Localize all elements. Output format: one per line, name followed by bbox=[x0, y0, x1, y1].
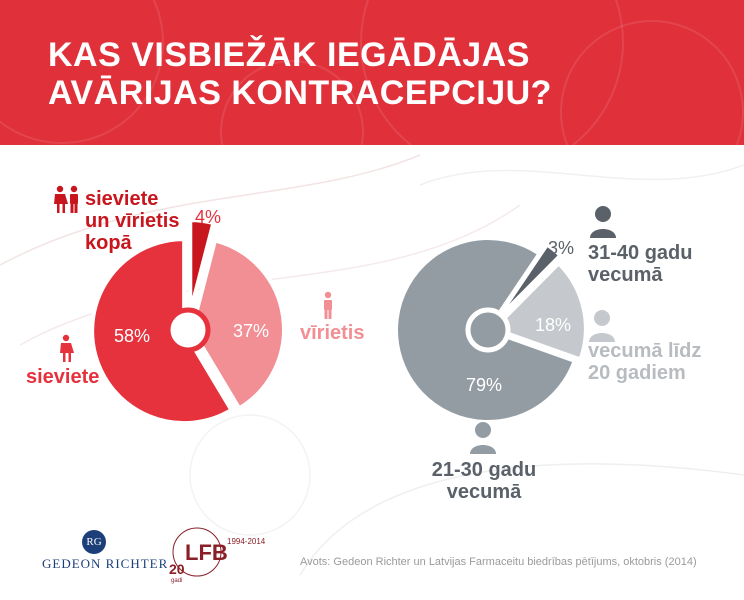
lfb-letters: LFB bbox=[185, 540, 228, 565]
legend-31-40-line-1: 31-40 gadu bbox=[588, 242, 693, 264]
slice-label-21-30: 79% bbox=[466, 375, 502, 395]
legend-man: vīrietis bbox=[300, 322, 365, 344]
pie-slice-woman bbox=[90, 237, 235, 426]
lfb-anniversary-unit: gadi bbox=[171, 578, 182, 584]
legend-under-20-line-1: vecumā līdz bbox=[588, 340, 702, 362]
gedeon-richter-logo-mark: RG bbox=[82, 530, 106, 554]
legend-both-line-2: un vīrietis bbox=[85, 210, 180, 232]
pie-slice-under-20 bbox=[490, 260, 588, 363]
gender-pie-slices bbox=[90, 218, 286, 426]
source-note: Avots: Gedeon Richter un Latvijas Farmac… bbox=[300, 556, 697, 568]
person-bust-icon-31-40 bbox=[590, 206, 616, 238]
legend-under-20-line-2: 20 gadiem bbox=[588, 362, 686, 384]
legend-both: sieviete un vīrietis kopā bbox=[85, 188, 179, 254]
pie-slice-both bbox=[188, 218, 216, 313]
pie-slice-31-40 bbox=[493, 241, 564, 323]
gedeon-richter-logo-text: GEDEON RICHTER bbox=[42, 556, 169, 571]
couple-icon bbox=[54, 185, 78, 213]
legend-both-line-1: sieviete bbox=[85, 188, 159, 210]
legend-31-40-line-2: vecumā bbox=[588, 264, 663, 286]
legend-21-30-line-2: vecumā bbox=[446, 481, 522, 503]
man-icon bbox=[324, 291, 332, 319]
person-bust-icon-21-30 bbox=[470, 422, 496, 454]
person-bust-icon-under-20 bbox=[589, 310, 615, 342]
legend-under-20: vecumā līdz 20 gadiem bbox=[588, 340, 701, 384]
slice-label-both: 4% bbox=[195, 207, 221, 227]
lfb-logo: LFB 1994-2014 20 gadi bbox=[169, 527, 266, 584]
slice-label-woman: 58% bbox=[114, 326, 150, 346]
age-pie-center bbox=[465, 307, 511, 353]
slice-label-man: 37% bbox=[233, 321, 269, 341]
slice-label-under-20: 18% bbox=[535, 315, 571, 335]
background-swirls bbox=[0, 154, 744, 576]
slice-label-31-40: 3% bbox=[548, 238, 574, 258]
legend-21-30-line-1: 21-30 gadu bbox=[431, 459, 537, 481]
legend-31-40: 31-40 gadu vecumā bbox=[588, 242, 692, 286]
legend-21-30: 21-30 gadu vecumā bbox=[429, 459, 539, 503]
page-title: KAS VISBIEŽĀK IEGĀDĀJAS AVĀRIJAS KONTRAC… bbox=[48, 36, 552, 112]
header-banner: KAS VISBIEŽĀK IEGĀDĀJAS AVĀRIJAS KONTRAC… bbox=[0, 0, 744, 145]
legend-both-line-3: kopā bbox=[85, 232, 132, 254]
woman-icon bbox=[60, 334, 74, 362]
legend-woman: sieviete bbox=[26, 366, 100, 388]
title-line-1: KAS VISBIEŽĀK IEGĀDĀJAS bbox=[48, 36, 530, 74]
lfb-years: 1994-2014 bbox=[227, 537, 266, 546]
lfb-anniversary: 20 bbox=[169, 561, 185, 577]
gender-pie-center bbox=[165, 307, 211, 353]
title-line-2: AVĀRIJAS KONTRACEPCIJU? bbox=[48, 74, 552, 112]
pie-slice-man bbox=[189, 237, 286, 412]
